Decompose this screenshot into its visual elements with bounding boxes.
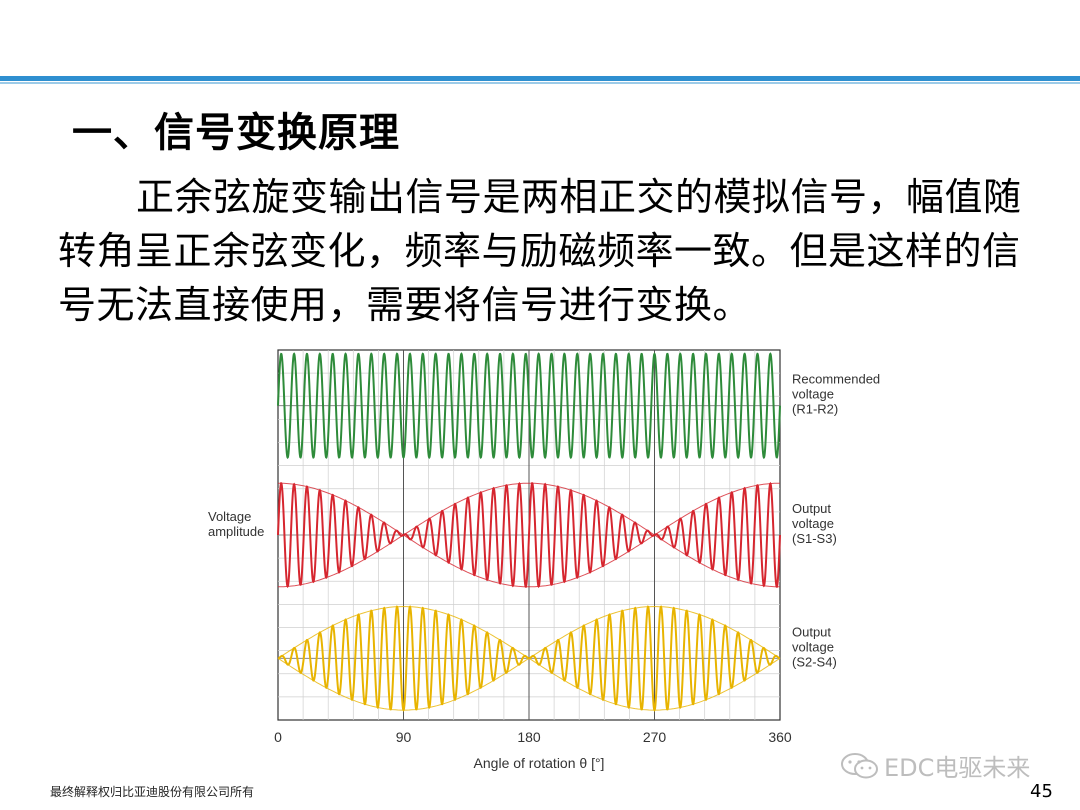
resolver-signal-chart: Recommended voltage (R1-R2) Output voltage (S… bbox=[208, 349, 880, 771]
x-tick-label: 180 bbox=[517, 729, 541, 745]
header-rule-thin bbox=[0, 82, 1080, 84]
slide-heading: 一、信号变换原理 bbox=[72, 110, 400, 156]
page-number: 45 bbox=[1030, 781, 1053, 802]
series-envelope bbox=[278, 482, 780, 588]
x-tick-label: 90 bbox=[396, 729, 412, 745]
watermark-text: EDC电驱未来 bbox=[884, 754, 1031, 782]
x-tick-label: 360 bbox=[768, 729, 792, 745]
footer-copyright: 最终解释权归比亚迪股份有限公司所有 bbox=[50, 785, 255, 799]
series-line-3 bbox=[277, 605, 781, 712]
legend-label-1: Recommended voltage (R1-R2) bbox=[792, 372, 880, 417]
series-line-1 bbox=[277, 352, 781, 460]
x-axis-label: Angle of rotation θ [°] bbox=[474, 755, 605, 771]
x-tick-label: 0 bbox=[274, 729, 282, 745]
wechat-icon bbox=[841, 752, 878, 778]
series-line-2 bbox=[277, 482, 781, 588]
x-tick-label: 270 bbox=[643, 729, 667, 745]
watermark: EDC电驱未来 bbox=[840, 748, 1030, 783]
y-axis-label: Voltage amplitude bbox=[208, 509, 264, 539]
legend-label-3: Output voltage (S2-S4) bbox=[792, 624, 837, 669]
series-envelope bbox=[278, 482, 780, 588]
slide-paragraph: 正余弦旋变输出信号是两相正交的模拟信号，幅值随转角呈正余弦变化，频率与励磁频率一… bbox=[58, 175, 1022, 327]
header-rule bbox=[0, 76, 1080, 81]
legend-label-2: Output voltage (S1-S3) bbox=[792, 501, 837, 546]
